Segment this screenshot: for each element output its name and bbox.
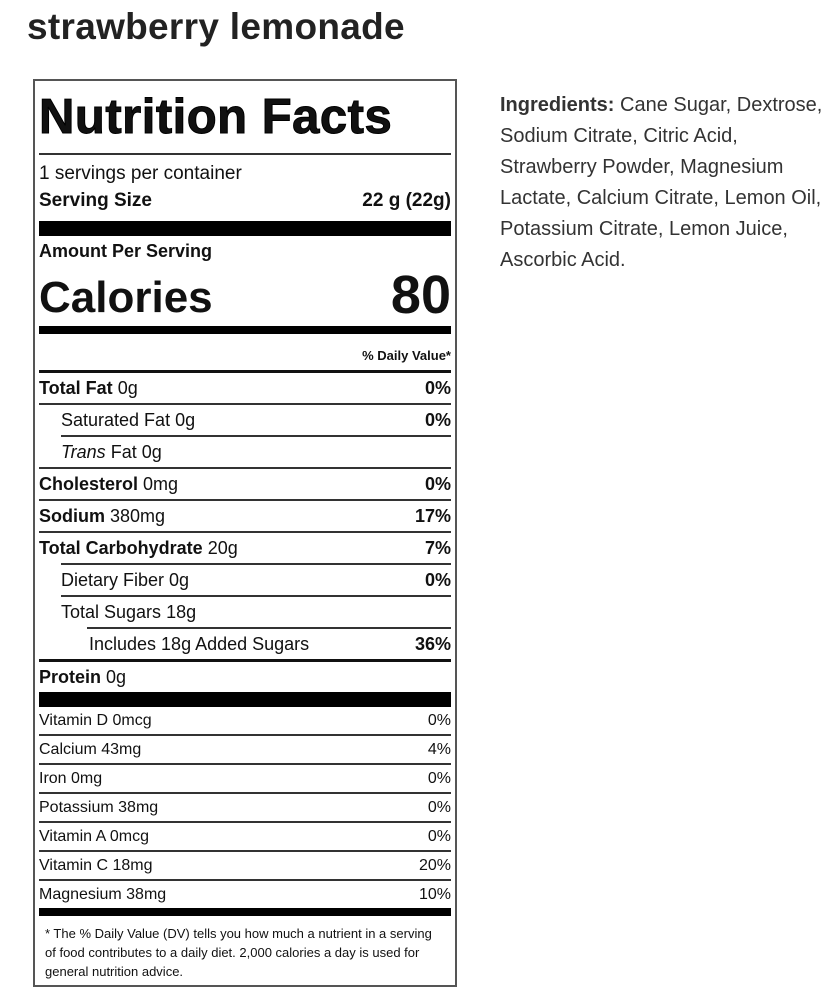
product-title: strawberry lemonade [27,6,405,47]
servings-per-container: 1 servings per container [39,163,242,184]
serving-size-label: Serving Size [39,190,152,211]
amount-per-serving: Amount Per Serving [39,241,213,261]
serving-size-row: Serving Size 22 g (22g) [39,187,451,215]
nutrient-row-added-sugars: Includes 18g Added Sugars 36% [89,633,451,654]
calories-label: Calories [39,273,213,322]
nutrient-row-dietary-fiber: Dietary Fiber 0g 0% [61,569,451,590]
vitamin-row-vitamin-a: Vitamin A 0mcg 0% [39,827,451,845]
vitamin-row-potassium: Potassium 38mg 0% [39,798,451,816]
nutrient-row-total-fat: Total Fat 0g 0% [39,377,451,398]
vitamin-row-vitamin-d: Vitamin D 0mcg 0% [39,711,451,729]
vitamin-row-iron: Iron 0mg 0% [39,769,451,787]
daily-value-footnote: * The % Daily Value (DV) tells you how m… [45,926,432,979]
nutrient-row-total-carbohydrate: Total Carbohydrate 20g 7% [39,537,451,558]
nutrient-row-total-sugars: Total Sugars 18g [61,601,197,622]
daily-value-header: % Daily Value* [362,348,451,363]
nutrient-row-protein: Protein 0g [39,666,127,687]
vitamin-row-vitamin-c: Vitamin C 18mg 20% [39,856,451,874]
nutrient-row-sodium: Sodium 380mg 17% [39,505,451,526]
vitamin-row-calcium: Calcium 43mg 4% [39,740,451,758]
calories-value: 80 [390,265,451,325]
ingredients: Ingredients: Cane Sugar, Dextrose, Sodiu… [500,90,825,276]
ingredients-label: Ingredients: [500,94,615,116]
calories-row: Calories 80 [39,262,451,325]
serving-size-value: 22 g (22g) [362,190,451,211]
ingredients-text: Cane Sugar, Dextrose, Sodium Citrate, Ci… [500,94,823,271]
nutrient-row-saturated-fat: Saturated Fat 0g 0% [61,409,451,430]
nutrient-row-cholesterol: Cholesterol 0mg 0% [39,473,451,494]
vitamin-row-magnesium: Magnesium 38mg 10% [39,885,451,903]
nutrient-row-trans-fat: Trans Fat 0g [61,441,162,462]
nutrition-facts-label: Nutrition Facts 1 servings per container… [33,79,457,987]
nutrition-facts-heading: Nutrition Facts [39,90,393,145]
